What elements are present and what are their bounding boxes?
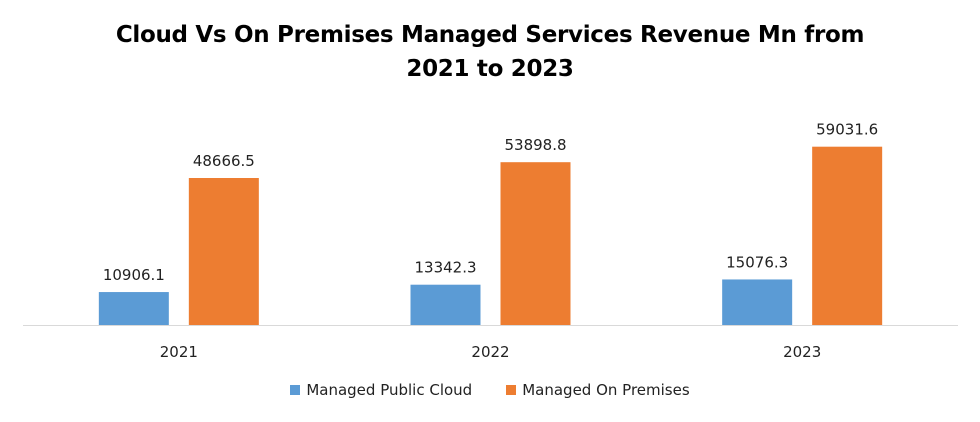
bar-public-cloud-2022[interactable] (410, 284, 481, 325)
data-label-on-premises-2021: 48666.5 (193, 152, 255, 170)
x-tick-label-2023: 2023 (783, 343, 821, 361)
bar-on-premises-2023[interactable] (812, 146, 883, 325)
data-label-public-cloud-2023: 15076.3 (726, 253, 788, 271)
bar-public-cloud-2021[interactable] (98, 292, 169, 325)
bar-on-premises-2022[interactable] (500, 162, 571, 325)
chart-title-line-2: 2021 to 2023 (406, 56, 574, 82)
data-label-public-cloud-2021: 10906.1 (103, 266, 165, 284)
legend-item-on-premises[interactable]: Managed On Premises (506, 381, 690, 399)
legend-label-on-premises: Managed On Premises (522, 381, 690, 399)
legend-swatch-on-premises (506, 385, 517, 395)
data-label-on-premises-2023: 59031.6 (816, 121, 878, 139)
bar-public-cloud-2023[interactable] (722, 279, 793, 325)
x-tick-label-2021: 2021 (160, 343, 198, 361)
data-label-on-premises-2022: 53898.8 (504, 136, 566, 154)
chart-title: Cloud Vs On Premises Managed Services Re… (0, 18, 980, 86)
legend-swatch-public-cloud (290, 385, 301, 395)
legend-item-public-cloud[interactable]: Managed Public Cloud (290, 381, 472, 399)
data-label-public-cloud-2022: 13342.3 (414, 259, 476, 277)
chart-title-line-1: Cloud Vs On Premises Managed Services Re… (115, 22, 865, 48)
legend: Managed Public Cloud Managed On Premises (0, 381, 980, 399)
x-tick-label-2022: 2022 (471, 343, 509, 361)
legend-label-public-cloud: Managed Public Cloud (306, 381, 473, 399)
bar-on-premises-2021[interactable] (188, 178, 259, 325)
